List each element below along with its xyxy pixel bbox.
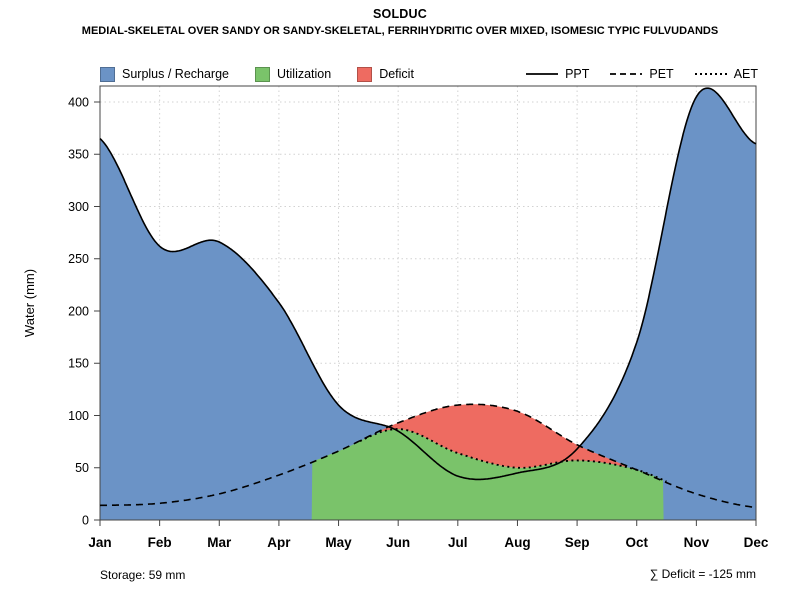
svg-text:Jul: Jul bbox=[448, 535, 468, 550]
legend-label-pet: PET bbox=[649, 67, 674, 81]
storage-annotation: Storage: 59 mm bbox=[100, 568, 186, 582]
deficit-area bbox=[380, 404, 626, 468]
series-lines bbox=[99, 87, 757, 509]
svg-text:0: 0 bbox=[82, 513, 89, 527]
svg-text:400: 400 bbox=[68, 95, 89, 109]
legend-label-surplus: Surplus / Recharge bbox=[122, 67, 230, 81]
legend-item-aet: AET bbox=[694, 67, 758, 81]
legend-label-deficit: Deficit bbox=[379, 67, 414, 81]
svg-text:Feb: Feb bbox=[148, 535, 172, 550]
ppt-solid-line-icon bbox=[526, 73, 559, 75]
svg-text:Mar: Mar bbox=[207, 535, 232, 550]
chart-title: SOLDUC bbox=[373, 7, 427, 21]
legend-label-aet: AET bbox=[733, 67, 758, 81]
svg-text:Jan: Jan bbox=[88, 535, 111, 550]
svg-text:Sep: Sep bbox=[565, 535, 590, 550]
legend-line-styles: PPT PET AET bbox=[525, 67, 758, 81]
ppt-line bbox=[99, 87, 757, 481]
legend-item-deficit: Deficit bbox=[357, 66, 414, 82]
legend-item-surplus: Surplus / Recharge bbox=[100, 66, 230, 82]
surplus-recharge-area bbox=[100, 88, 756, 520]
svg-text:350: 350 bbox=[68, 148, 89, 162]
legend-swatch-utilization bbox=[255, 66, 271, 82]
svg-text:300: 300 bbox=[68, 200, 89, 214]
svg-text:May: May bbox=[325, 535, 352, 550]
svg-text:Dec: Dec bbox=[744, 535, 769, 550]
svg-text:50: 50 bbox=[75, 461, 89, 475]
deficit-sum-annotation: ∑ Deficit = -125 mm bbox=[649, 567, 756, 581]
svg-text:150: 150 bbox=[68, 357, 89, 371]
svg-text:200: 200 bbox=[68, 304, 89, 318]
svg-text:Nov: Nov bbox=[684, 535, 710, 550]
legend-label-utilization: Utilization bbox=[277, 67, 332, 81]
svg-text:Water (mm): Water (mm) bbox=[22, 269, 37, 337]
legend-label-ppt: PPT bbox=[565, 67, 590, 81]
legend-item-ppt: PPT bbox=[525, 67, 589, 81]
legend-swatch-surplus bbox=[100, 66, 115, 82]
svg-text:Jun: Jun bbox=[386, 535, 410, 550]
aet-line bbox=[359, 428, 667, 483]
svg-text:Oct: Oct bbox=[625, 535, 648, 550]
water-balance-areas bbox=[100, 88, 756, 520]
legend-item-utilization: Utilization bbox=[255, 66, 332, 82]
svg-text:Aug: Aug bbox=[504, 535, 530, 550]
svg-text:100: 100 bbox=[68, 409, 89, 423]
legend-swatch-deficit bbox=[357, 66, 373, 82]
chart-subtitle: MEDIAL-SKELETAL OVER SANDY OR SANDY-SKEL… bbox=[81, 25, 719, 37]
pet-dashed-line-icon bbox=[610, 73, 643, 75]
svg-text:Apr: Apr bbox=[267, 535, 291, 550]
aet-dotted-line-icon bbox=[694, 73, 727, 75]
utilization-area bbox=[311, 429, 664, 520]
axes: 0 50 100 150 200 250 300 350 400 Jan Feb Mar Apr May J… bbox=[22, 85, 769, 550]
svg-text:250: 250 bbox=[68, 252, 89, 266]
chart-legend: Surplus / Recharge Utilization Deficit P… bbox=[100, 62, 758, 86]
legend-item-pet: PET bbox=[609, 67, 674, 81]
